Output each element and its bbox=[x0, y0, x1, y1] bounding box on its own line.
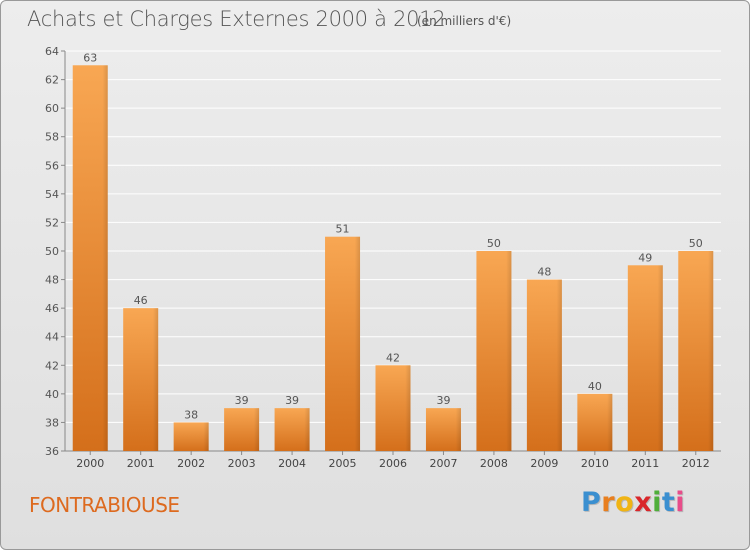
bar-shade bbox=[375, 365, 411, 451]
bar-shade bbox=[325, 236, 361, 451]
bar-shade bbox=[173, 422, 209, 451]
x-tick-label: 2008 bbox=[480, 457, 508, 470]
y-tick-label: 38 bbox=[45, 416, 59, 429]
data-label: 40 bbox=[588, 380, 602, 393]
y-tick-label: 42 bbox=[45, 359, 59, 372]
y-tick-label: 62 bbox=[45, 74, 59, 87]
x-tick-label: 2006 bbox=[379, 457, 407, 470]
data-label: 42 bbox=[386, 351, 400, 364]
x-tick-label: 2009 bbox=[530, 457, 558, 470]
bar-shade bbox=[476, 251, 512, 451]
data-label: 48 bbox=[537, 266, 551, 279]
bar-shade bbox=[577, 393, 613, 451]
data-label: 38 bbox=[184, 408, 198, 421]
data-label: 46 bbox=[134, 294, 148, 307]
bar-shade bbox=[274, 408, 310, 451]
y-tick-label: 60 bbox=[45, 102, 59, 115]
data-label: 39 bbox=[436, 394, 450, 407]
y-tick-label: 52 bbox=[45, 216, 59, 229]
x-tick-label: 2003 bbox=[228, 457, 256, 470]
logo-letter: o bbox=[615, 487, 635, 518]
x-tick-label: 2007 bbox=[429, 457, 457, 470]
x-tick-label: 2005 bbox=[329, 457, 357, 470]
chart-subtitle: (en milliers d'€) bbox=[417, 14, 512, 28]
y-tick-label: 48 bbox=[45, 274, 59, 287]
logo-letter: r bbox=[601, 487, 616, 518]
x-tick-label: 2012 bbox=[682, 457, 710, 470]
data-label: 39 bbox=[235, 394, 249, 407]
bar-shade bbox=[123, 308, 159, 451]
x-tick-label: 2002 bbox=[177, 457, 205, 470]
town-name: FONTRABIOUSE bbox=[29, 493, 180, 517]
data-label: 50 bbox=[487, 237, 501, 250]
y-tick-label: 64 bbox=[45, 45, 59, 58]
y-tick-label: 50 bbox=[45, 245, 59, 258]
data-label: 50 bbox=[689, 237, 703, 250]
y-tick-label: 40 bbox=[45, 388, 59, 401]
bar-shade bbox=[627, 265, 663, 451]
y-tick-label: 36 bbox=[45, 445, 59, 458]
proxiti-logo[interactable]: Proxiti bbox=[581, 487, 685, 518]
y-tick-label: 58 bbox=[45, 131, 59, 144]
data-label: 63 bbox=[83, 51, 97, 64]
x-tick-label: 2011 bbox=[631, 457, 659, 470]
bar-shade bbox=[72, 65, 108, 452]
bar-shade bbox=[526, 279, 562, 451]
bar-shade bbox=[224, 408, 260, 451]
data-label: 39 bbox=[285, 394, 299, 407]
logo-letter: i bbox=[675, 487, 686, 518]
logo-letter: x bbox=[634, 487, 653, 518]
logo-letter: i bbox=[652, 487, 662, 518]
logo-letter: P bbox=[581, 487, 602, 518]
y-tick-label: 44 bbox=[45, 331, 59, 344]
bar-shade bbox=[425, 408, 461, 451]
data-label: 51 bbox=[336, 223, 350, 236]
y-tick-label: 56 bbox=[45, 159, 59, 172]
logo-letter: t bbox=[661, 487, 676, 518]
data-label: 49 bbox=[638, 251, 652, 264]
bar-shade bbox=[678, 251, 714, 451]
x-tick-label: 2000 bbox=[76, 457, 104, 470]
x-tick-label: 2010 bbox=[581, 457, 609, 470]
y-tick-label: 54 bbox=[45, 188, 59, 201]
x-tick-label: 2001 bbox=[127, 457, 155, 470]
chart-title: Achats et Charges Externes 2000 à 2012 bbox=[27, 7, 446, 31]
x-tick-label: 2004 bbox=[278, 457, 306, 470]
y-tick-label: 46 bbox=[45, 302, 59, 315]
